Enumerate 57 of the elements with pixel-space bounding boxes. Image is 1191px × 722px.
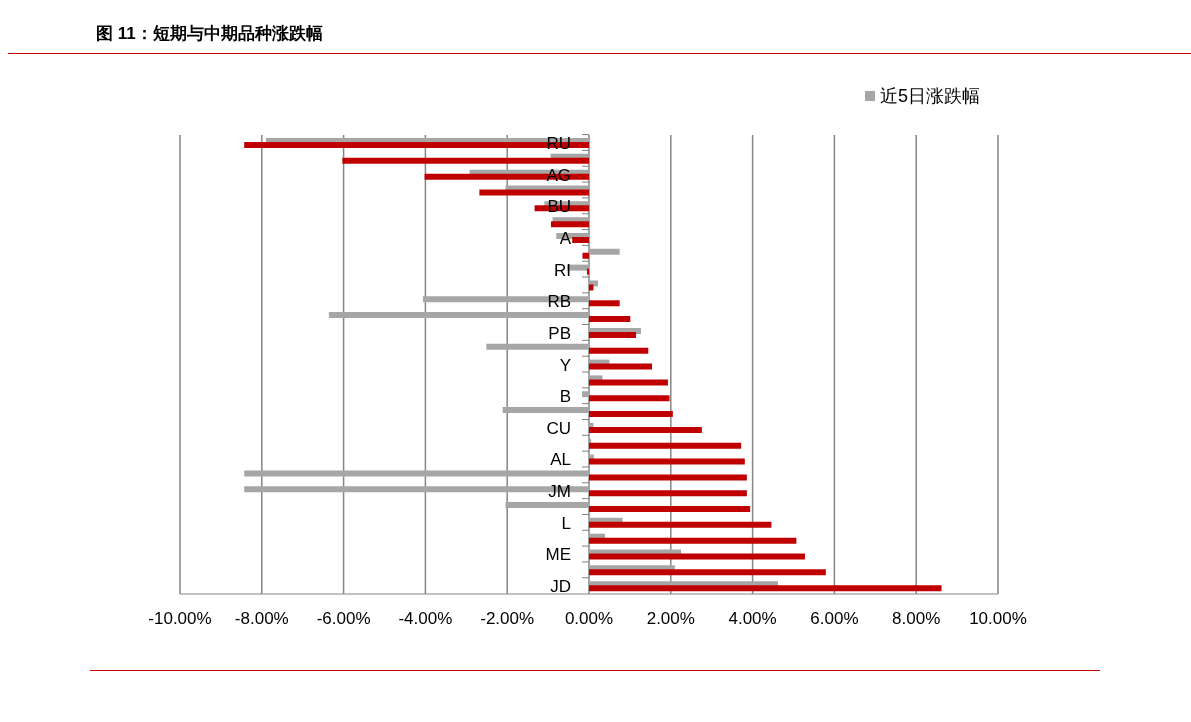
x-tick-label: -2.00%: [480, 609, 535, 629]
bar: [582, 252, 589, 259]
bar: [589, 537, 797, 544]
bar: [589, 363, 652, 370]
y-tick-label: B: [559, 387, 571, 407]
chart-title: 图 11：短期与中期品种涨跌幅: [8, 8, 1191, 54]
bar: [589, 347, 649, 354]
y-tick-label: JD: [550, 577, 571, 597]
bar: [589, 490, 747, 497]
y-tick-label: AL: [550, 450, 571, 470]
bar: [589, 395, 670, 402]
x-tick-label: 0.00%: [564, 609, 614, 629]
bar: [586, 268, 589, 275]
y-tick-label: RI: [554, 260, 571, 280]
bar: [589, 569, 826, 576]
y-tick-label: PB: [548, 323, 571, 343]
bar: [328, 312, 589, 319]
bar: [244, 470, 589, 477]
bar: [589, 411, 673, 418]
bar: [589, 458, 745, 465]
bar: [589, 426, 702, 433]
bar: [589, 442, 742, 449]
bar: [589, 474, 747, 481]
y-tick-label: RB: [547, 292, 571, 312]
bar: [589, 300, 620, 307]
bar: [589, 585, 942, 592]
x-tick-label: 10.00%: [969, 609, 1027, 629]
bar: [582, 391, 589, 398]
bar: [505, 502, 589, 509]
bar: [589, 521, 772, 528]
y-tick-label: Y: [559, 355, 571, 375]
bar: [572, 236, 589, 243]
bar: [589, 379, 668, 386]
x-tick-label: 4.00%: [728, 609, 777, 629]
x-tick-label: -4.00%: [398, 609, 453, 629]
bar: [589, 506, 751, 513]
x-tick-label: 2.00%: [646, 609, 695, 629]
x-tick-label: 6.00%: [810, 609, 859, 629]
y-tick-label: A: [559, 228, 572, 248]
bar: [486, 343, 589, 350]
bar: [589, 553, 805, 560]
bar: [342, 157, 589, 164]
bar: [589, 316, 631, 323]
x-tick-label: -6.00%: [316, 609, 371, 629]
y-tick-label: CU: [546, 418, 571, 438]
x-tick-label: 8.00%: [892, 609, 941, 629]
bar: [502, 407, 589, 414]
legend-label: 近5日涨跌幅: [879, 85, 980, 108]
x-tick-label: -8.00%: [234, 609, 289, 629]
y-tick-label: ME: [545, 545, 571, 565]
bar: [589, 331, 637, 338]
bar: [479, 189, 589, 196]
bar: [589, 248, 620, 255]
x-tick-label: -10.00%: [148, 609, 212, 629]
bar: [550, 221, 589, 228]
y-tick-label: JM: [548, 482, 571, 502]
y-tick-label: L: [561, 513, 571, 533]
